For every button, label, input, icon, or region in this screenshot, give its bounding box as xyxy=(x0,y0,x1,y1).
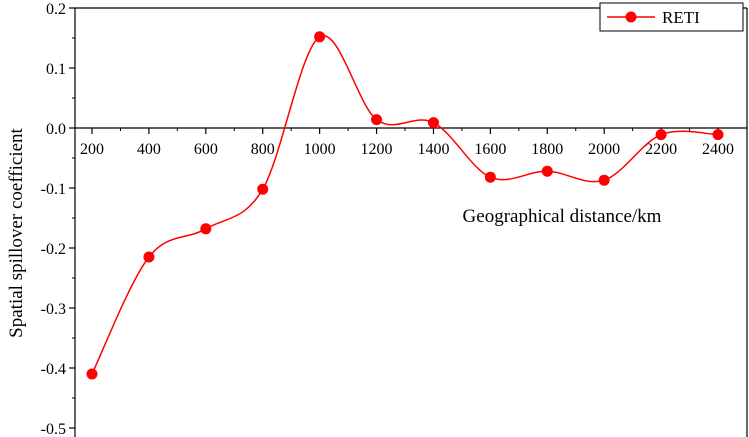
legend: RETI xyxy=(599,2,744,32)
series-line-reti xyxy=(91,34,719,375)
data-point xyxy=(598,174,610,186)
y-tick-label: 0.2 xyxy=(46,1,66,18)
data-point xyxy=(427,117,439,129)
data-point xyxy=(484,171,496,183)
y-tick-label: -0.1 xyxy=(41,181,66,198)
legend-label: RETI xyxy=(662,8,700,27)
data-point xyxy=(143,251,155,263)
x-tick-label: 1200 xyxy=(361,141,393,158)
x-tick-label: 2200 xyxy=(645,141,677,158)
x-tick-label: 200 xyxy=(80,141,104,158)
y-tick-label: 0.1 xyxy=(46,61,66,78)
data-point xyxy=(257,183,269,195)
data-point xyxy=(371,114,383,126)
x-tick-label: 2000 xyxy=(588,141,620,158)
y-tick-label: 0.0 xyxy=(46,121,66,138)
legend-marker xyxy=(625,11,637,23)
x-tick-label: 2400 xyxy=(702,141,734,158)
x-axis-title: Geographical distance/km xyxy=(463,206,662,227)
data-point xyxy=(541,165,553,177)
y-tick-label: -0.5 xyxy=(41,421,66,437)
series-layer xyxy=(86,31,724,380)
data-point xyxy=(86,368,98,380)
y-tick-label: -0.3 xyxy=(41,301,66,318)
x-ticks: 200 400 600 800 1000 1200 1400 1600 1800 2000 2200… xyxy=(80,128,734,158)
x-tick-label: 400 xyxy=(137,141,161,158)
x-tick-label: 1400 xyxy=(417,141,449,158)
data-point xyxy=(314,31,326,43)
data-point xyxy=(712,129,724,141)
x-tick-label: 1600 xyxy=(474,141,506,158)
x-tick-label: 1000 xyxy=(304,141,336,158)
data-point xyxy=(655,129,667,141)
x-tick-label: 600 xyxy=(194,141,218,158)
data-point xyxy=(200,223,212,235)
x-tick-label: 1800 xyxy=(531,141,563,158)
x-tick-label: 800 xyxy=(251,141,275,158)
y-ticks: 0.2 0.1 0.0 -0.1 -0.2 -0.3 -0.4 -0.5 xyxy=(41,1,75,437)
y-axis-title: Spatial spillover coefficient xyxy=(6,127,27,337)
y-tick-label: -0.4 xyxy=(41,361,66,378)
y-tick-label: -0.2 xyxy=(41,241,66,258)
